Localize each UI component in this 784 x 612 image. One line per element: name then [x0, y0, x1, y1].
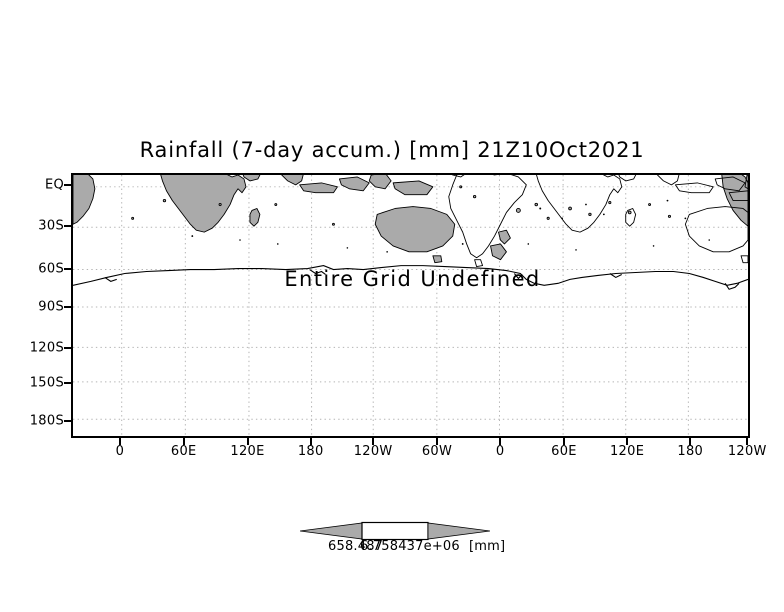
africa-left	[160, 175, 247, 233]
y-tickmark	[64, 420, 71, 423]
x-tickmark	[499, 438, 502, 445]
x-tickmark	[309, 438, 312, 445]
central-america-right	[451, 175, 465, 178]
madagascar-left	[249, 208, 261, 227]
south-america-left-clip	[73, 175, 96, 225]
x-tickmark	[182, 438, 185, 445]
colorbar-segment-high[interactable]	[427, 522, 490, 540]
x-axis-label: 60W	[421, 444, 453, 459]
colorbar-segment-mid[interactable]	[361, 521, 429, 541]
arabia-left	[242, 175, 261, 182]
x-axis-label: 0	[115, 444, 125, 459]
australia-left	[374, 206, 456, 253]
x-axis-label: 60E	[551, 444, 577, 459]
x-axis-label: 120W	[727, 444, 767, 459]
pacific-islands-right	[539, 199, 687, 220]
colorbar[interactable]	[300, 516, 490, 546]
x-axis-label: 0	[495, 444, 505, 459]
world-map-outline-graphic	[448, 175, 748, 268]
x-axis-tickmarks	[71, 438, 750, 448]
y-axis-label: 150S	[29, 375, 64, 391]
y-axis-label: 90S	[38, 299, 64, 315]
indochina-left	[281, 175, 304, 186]
x-tickmark	[246, 438, 249, 445]
y-axis-label: 30S	[38, 218, 64, 234]
x-tickmark	[562, 438, 565, 445]
madagascar-right	[625, 208, 637, 227]
y-tickmark	[64, 306, 71, 309]
x-axis-label: 120E	[609, 444, 645, 459]
sulawesi-left	[368, 175, 392, 190]
x-tickmark	[626, 438, 629, 445]
x-tickmark	[435, 438, 438, 445]
tierra-del-fuego-right	[474, 259, 484, 268]
x-axis-label: 60E	[170, 444, 197, 459]
y-tickmark	[64, 346, 71, 349]
y-axis-label: EQ	[44, 177, 64, 193]
indochina-right	[657, 175, 680, 186]
x-axis-label: 120E	[230, 444, 265, 459]
sumatra-java-right	[674, 182, 714, 194]
borneo-right	[714, 176, 746, 192]
tasmania-right	[740, 255, 748, 264]
sumatra-java-left	[299, 182, 338, 194]
world-copy-right-outlines	[448, 175, 748, 268]
x-axis-label: 180	[677, 444, 704, 459]
x-axis-label: 120W	[353, 444, 393, 459]
colorbar-min-label: 658.487	[328, 539, 384, 554]
x-tickmark	[746, 438, 749, 445]
y-tickmark	[64, 183, 71, 186]
new-zealand-south-left	[490, 243, 507, 261]
pacific-islands-left	[131, 185, 672, 226]
y-axis-tickmarks	[57, 173, 71, 438]
y-axis-label: 120S	[29, 340, 64, 356]
antarctic-coastline	[73, 265, 748, 290]
africa-right	[536, 175, 623, 233]
y-axis-label: 60S	[38, 261, 64, 277]
x-axis: 0 60E 120E 180 120W 60W 0 60E 120E 180 1…	[71, 444, 767, 464]
sulawesi-right-clip	[744, 175, 748, 190]
colorbar-segment-low[interactable]	[300, 522, 363, 540]
australia-right	[684, 206, 748, 253]
world-map-graphic	[73, 175, 748, 436]
colorbar-graphic[interactable]	[300, 516, 490, 546]
new-guinea-right-clip	[728, 190, 748, 202]
page-title: Rainfall (7-day accum.) [mm] 21Z10Oct202…	[139, 138, 645, 162]
tasmania-left	[432, 255, 443, 264]
x-tickmark	[372, 438, 375, 445]
colorbar-labels: 658.487 6.758437e+06 [mm]	[270, 539, 530, 557]
coastal-specks	[191, 235, 711, 253]
south-america-right	[448, 175, 527, 259]
y-axis: EQ 30S 60S 90S 120S 150S 180S	[0, 173, 64, 438]
new-guinea-left	[392, 180, 434, 196]
x-tickmark	[118, 438, 121, 445]
y-tickmark	[64, 225, 71, 227]
colorbar-units-label: [mm]	[469, 539, 506, 554]
borneo-left	[338, 176, 370, 192]
y-tickmark	[64, 381, 71, 384]
world-copy-left	[73, 175, 748, 264]
gridlines	[73, 175, 748, 436]
map-plot-area: Entire Grid Undefined	[71, 173, 750, 438]
x-axis-label: 180	[297, 444, 324, 459]
x-tickmark	[689, 438, 692, 445]
colorbar-max-label: 6.758437e+06	[360, 539, 460, 554]
new-zealand-north-left	[498, 229, 511, 245]
y-tickmark	[64, 267, 71, 270]
arabia-right	[618, 175, 637, 182]
y-axis-label: 180S	[29, 413, 64, 429]
